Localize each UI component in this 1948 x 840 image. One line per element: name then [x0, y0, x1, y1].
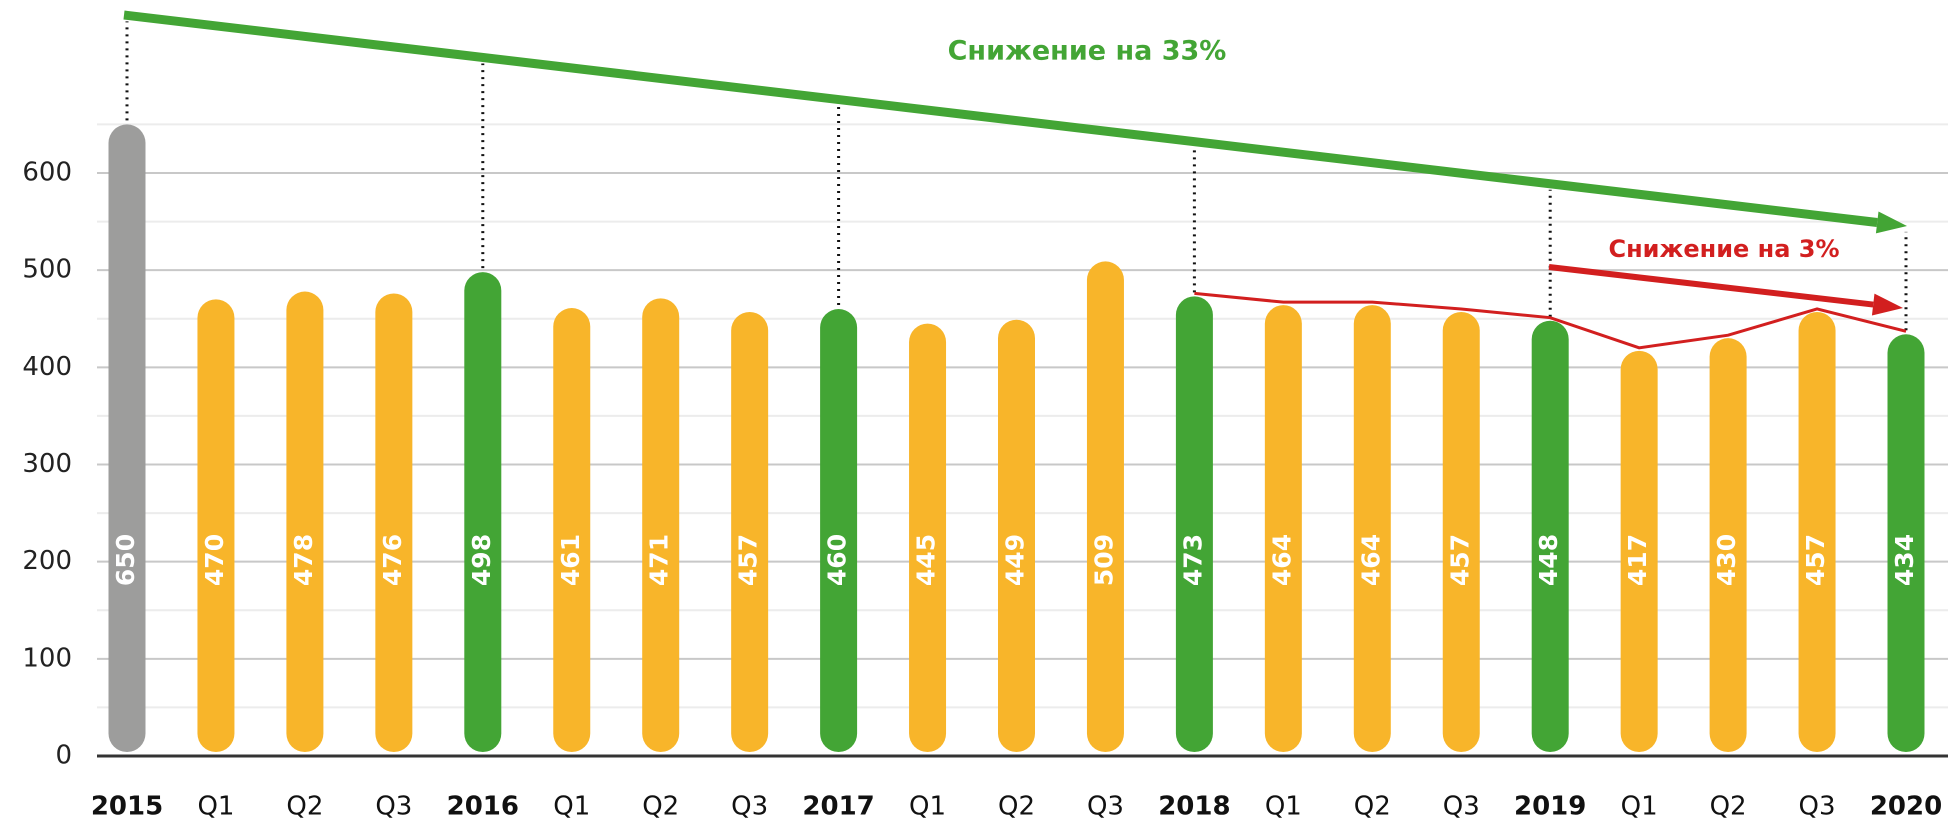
x-tick-label: 2017 — [802, 792, 874, 822]
x-tick-label: Q3 — [1799, 792, 1836, 822]
x-tick-label: Q3 — [1087, 792, 1124, 822]
value-label: 457 — [1445, 534, 1474, 586]
x-tick-label: Q3 — [1443, 792, 1480, 822]
value-label: 434 — [1890, 534, 1919, 586]
annotation: Снижение на 3% — [1608, 235, 1839, 263]
annotation: Снижение на 33% — [948, 36, 1227, 67]
bar — [286, 291, 324, 752]
value-label: 650 — [111, 534, 140, 586]
bar — [1353, 305, 1391, 752]
value-label: 478 — [289, 534, 318, 586]
x-tick-label: Q2 — [1354, 792, 1391, 822]
trend-arrow — [1548, 264, 1874, 308]
x-tick-label: Q2 — [998, 792, 1035, 822]
y-tick-label: 600 — [22, 158, 72, 188]
bar — [375, 293, 413, 752]
x-tick-label: Q1 — [1621, 792, 1658, 822]
value-label: 509 — [1089, 534, 1118, 586]
x-tick-label: 2016 — [447, 792, 519, 822]
x-tick-label: 2015 — [91, 792, 163, 822]
value-label: 417 — [1623, 534, 1652, 586]
value-label: 460 — [823, 534, 852, 586]
bar — [1175, 296, 1213, 752]
bar — [197, 299, 235, 752]
x-tick-label: 2018 — [1158, 792, 1230, 822]
x-tick-label: Q2 — [286, 792, 323, 822]
trend-arrow-head — [1871, 293, 1903, 316]
bar — [1442, 311, 1480, 752]
value-label: 461 — [556, 534, 585, 586]
value-label: 498 — [467, 534, 496, 586]
value-label: 457 — [1801, 534, 1830, 586]
value-label: 430 — [1712, 534, 1741, 586]
bar — [1620, 350, 1658, 752]
x-tick-label: Q1 — [1265, 792, 1302, 822]
y-tick-label: 0 — [55, 741, 72, 771]
value-label: 464 — [1267, 534, 1296, 586]
bar — [1531, 320, 1569, 752]
bar — [1798, 311, 1836, 752]
value-label: 471 — [645, 534, 674, 586]
y-tick-label: 100 — [22, 643, 72, 673]
bar — [1709, 338, 1747, 752]
value-label: 470 — [200, 534, 229, 586]
y-tick-label: 300 — [22, 449, 72, 479]
bar — [998, 319, 1035, 752]
x-tick-label: Q1 — [553, 792, 590, 822]
x-tick-label: Q1 — [197, 792, 234, 822]
y-tick-label: 400 — [22, 352, 72, 382]
x-tick-label: 2019 — [1514, 792, 1586, 822]
bar — [642, 298, 680, 752]
trend-arrow — [123, 10, 1878, 227]
value-label: 473 — [1178, 534, 1207, 586]
value-label: 476 — [378, 534, 407, 586]
bar — [1887, 334, 1925, 752]
bar — [1086, 261, 1124, 752]
y-tick-label: 500 — [22, 255, 72, 285]
x-tick-label: Q1 — [909, 792, 946, 822]
x-tick-label: Q3 — [731, 792, 768, 822]
value-label: 449 — [1001, 534, 1030, 586]
bar — [909, 323, 947, 752]
x-tick-label: Q3 — [375, 792, 412, 822]
x-tick-label: 2020 — [1870, 792, 1942, 822]
bar — [1264, 305, 1302, 752]
bar — [553, 308, 591, 752]
y-tick-label: 200 — [22, 546, 72, 576]
bar — [108, 124, 146, 752]
bar — [731, 311, 769, 752]
trend-arrow-head — [1875, 211, 1907, 234]
value-label: 464 — [1356, 534, 1385, 586]
value-label: 448 — [1534, 534, 1563, 586]
x-tick-label: Q2 — [1710, 792, 1747, 822]
x-tick-label: Q2 — [642, 792, 679, 822]
value-label: 457 — [734, 534, 763, 586]
bar — [464, 272, 502, 752]
bar — [820, 309, 858, 752]
value-label: 445 — [912, 534, 941, 586]
trend-line — [1194, 291, 1907, 350]
